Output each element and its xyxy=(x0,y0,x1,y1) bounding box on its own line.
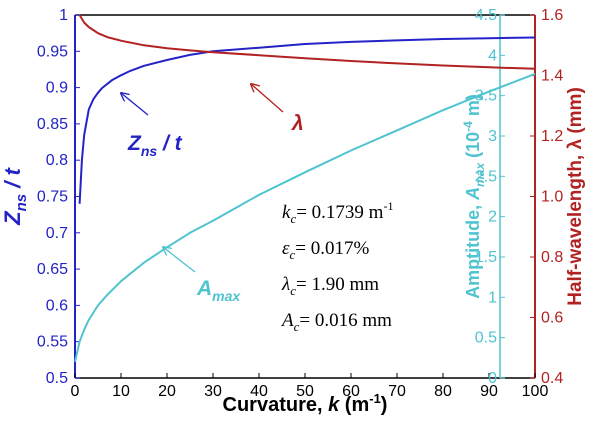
left-axis-title: Zns / t xyxy=(0,167,30,226)
right-inner-tick-label: 0.5 xyxy=(475,330,497,347)
annotation-value: = 1.90 mm xyxy=(296,274,379,295)
right-outer-tick-label: 0.6 xyxy=(541,310,563,327)
right-inner-axis-title-main: Amptitude, xyxy=(463,200,483,299)
left-tick-label: 1 xyxy=(59,7,68,24)
x-tick-label: 70 xyxy=(388,383,406,400)
right-inner-tick-label: 4 xyxy=(488,47,497,64)
series-line xyxy=(78,14,536,70)
x-tick-label: 60 xyxy=(342,383,360,400)
zns-curve-label: Zns / t xyxy=(127,132,183,159)
right-outer-tick-label: 1.0 xyxy=(541,189,563,206)
left-tick-label: 0.75 xyxy=(37,189,68,206)
lambda-arrow xyxy=(251,84,284,113)
amax-arrow xyxy=(163,247,196,273)
annotation-var: ε xyxy=(282,238,290,259)
right-inner-axis-title-exp: -4 xyxy=(461,121,475,132)
right-outer-tick-label: 0.4 xyxy=(541,370,563,387)
right-inner-tick-label: 2 xyxy=(488,209,497,226)
left-tick-label: 0.5 xyxy=(46,370,68,387)
left-tick-label: 0.85 xyxy=(37,116,68,133)
x-axis-title-var: k xyxy=(328,394,340,416)
right-outer-axis-title: Half-wavelength, λ (mm) xyxy=(565,87,586,306)
x-tick-label: 0 xyxy=(71,383,80,400)
series-line xyxy=(78,36,536,204)
annotation-sub: c xyxy=(290,211,296,226)
x-tick-label: 50 xyxy=(296,383,314,400)
amax-curve-label: Amax xyxy=(196,277,241,304)
x-tick-label: 90 xyxy=(480,383,498,400)
zns-arrow xyxy=(121,93,149,116)
left-tick-label: 0.65 xyxy=(37,261,68,278)
right-inner-tick-label: 1 xyxy=(488,289,497,306)
amax-label-sub: max xyxy=(212,288,241,304)
right-outer-tick-label: 0.8 xyxy=(541,249,563,266)
right-inner-tick-label: 2.5 xyxy=(475,168,497,185)
x-axis-title-close: ) xyxy=(381,394,388,416)
right-outer-tick-label: 1.6 xyxy=(541,7,563,24)
right-inner-tick-label: 1.5 xyxy=(475,249,497,266)
x-tick-label: 20 xyxy=(158,383,176,400)
x-tick-label: 40 xyxy=(250,383,268,400)
x-axis-title-main: Curvature, xyxy=(223,394,329,416)
parameter-annotation: λc= 1.90 mm xyxy=(281,274,379,298)
left-tick-label: 0.95 xyxy=(37,43,68,60)
x-tick-label: 80 xyxy=(434,383,452,400)
right-inner-tick-label: 3.5 xyxy=(475,88,497,105)
x-axis-title-exp: -1 xyxy=(369,391,381,406)
right-outer-tick-label: 1.2 xyxy=(541,128,563,145)
left-tick-label: 0.8 xyxy=(46,152,68,169)
annotation-value: = 0.1739 m xyxy=(296,202,383,223)
annotation-sub: c xyxy=(290,283,296,298)
zns-label-rest: / t xyxy=(157,132,183,155)
left-tick-label: 0.9 xyxy=(46,80,68,97)
annotation-var: λ xyxy=(281,274,290,295)
x-tick-label: 100 xyxy=(522,383,549,400)
annotation-sup: -1 xyxy=(383,199,393,213)
annotation-sub: c xyxy=(294,319,300,334)
zns-label-var: Z xyxy=(127,132,142,155)
annotation-var: A xyxy=(280,310,294,331)
x-axis-title: Curvature, k (m-1) xyxy=(223,391,388,416)
right-inner-tick-label: 3 xyxy=(488,128,497,145)
left-tick-label: 0.55 xyxy=(37,334,68,351)
left-axis-title-var: Z xyxy=(0,210,25,226)
annotation-var: k xyxy=(282,202,291,223)
annotation-value: = 0.017% xyxy=(295,238,369,259)
annotation-sub: c xyxy=(290,247,296,262)
parameter-annotation: Ac= 0.016 mm xyxy=(280,310,392,334)
right-inner-axis-title-sub: max xyxy=(473,162,487,187)
left-tick-label: 0.7 xyxy=(46,225,68,242)
right-inner-tick-label: 4.5 xyxy=(475,7,497,24)
amax-label-var: A xyxy=(196,277,212,300)
left-axis-title-sub: ns xyxy=(13,194,30,212)
left-tick-label: 0.6 xyxy=(46,297,68,314)
series-line xyxy=(74,72,536,363)
left-axis-title-rest: / t xyxy=(0,167,25,194)
parameter-annotation: εc= 0.017% xyxy=(282,238,369,262)
zns-label-sub: ns xyxy=(141,143,158,159)
x-tick-label: 30 xyxy=(204,383,222,400)
parameter-annotation: kc= 0.1739 m-1 xyxy=(282,199,393,226)
right-inner-tick-label: 0 xyxy=(488,370,497,387)
x-tick-label: 10 xyxy=(112,383,130,400)
right-inner-axis-title-var: A xyxy=(463,187,483,201)
right-outer-tick-label: 1.4 xyxy=(541,68,563,85)
right-inner-axis-title-unit: (10 xyxy=(463,132,483,163)
x-axis-title-unit: (m xyxy=(339,394,369,416)
annotation-value: = 0.016 mm xyxy=(299,310,392,331)
lambda-curve-label: λ xyxy=(291,112,304,135)
right-inner-axis-title: Amptitude, Amax (10-4 m) xyxy=(461,94,487,299)
